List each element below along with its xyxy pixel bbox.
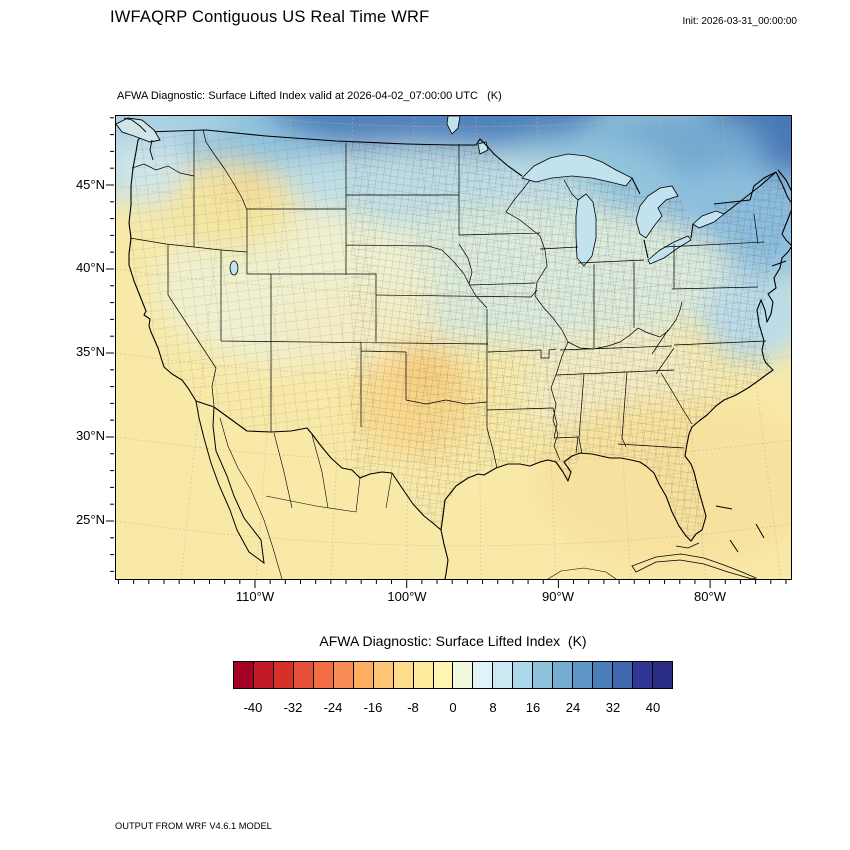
colorbar-cell xyxy=(493,662,514,688)
map-canvas xyxy=(115,115,792,580)
colorbar-cell xyxy=(413,662,434,688)
bc-coast xyxy=(123,117,154,161)
colorbar-cell xyxy=(353,662,374,688)
us-coast-border-outline xyxy=(128,131,791,579)
lat-label-35n: 35°N xyxy=(75,344,105,359)
lake-erie xyxy=(647,235,692,265)
state-boundaries xyxy=(129,129,767,469)
colorbar-tick-label: -24 xyxy=(323,700,343,715)
model-info-footer: OUTPUT FROM WRF V4.6.1 MODEL WE = 580 ; … xyxy=(115,795,481,850)
colorbar-cell xyxy=(393,662,414,688)
lat-label-25n: 25°N xyxy=(75,512,105,527)
lat-label-30n: 30°N xyxy=(75,428,105,443)
colorbar-cell xyxy=(653,662,672,688)
init-timestamp: Init: 2026-03-31_00:00:00 xyxy=(682,16,797,27)
colorbar-cell xyxy=(433,662,454,688)
colorbar-cell xyxy=(613,662,634,688)
canada-border xyxy=(145,129,791,259)
lake-huron xyxy=(635,185,679,239)
bahamas xyxy=(715,505,765,553)
colorbar-cell xyxy=(633,662,654,688)
lake-michigan xyxy=(575,193,597,267)
colorbar-cell xyxy=(313,662,334,688)
baja-california xyxy=(195,400,265,565)
colorbar-tick-label: -8 xyxy=(407,700,419,715)
colorbar-cell xyxy=(553,662,574,688)
colorbar-cell xyxy=(253,662,274,688)
colorbar-tick-label: 8 xyxy=(489,700,497,715)
colorbar-tick-labels: -40 -32 -24 -16 -8 0 8 16 24 32 40 xyxy=(233,700,673,718)
vancouver-island xyxy=(116,117,161,143)
colorbar xyxy=(233,661,673,689)
colorbar-tick-label: -16 xyxy=(363,700,383,715)
colorbar-tick-label: -40 xyxy=(243,700,263,715)
colorbar-cell xyxy=(333,662,354,688)
colorbar-cell xyxy=(533,662,554,688)
lon-label-100w: 100°W xyxy=(387,589,427,604)
islands xyxy=(631,505,765,579)
colorbar-cell xyxy=(293,662,314,688)
colorbar-tick-label: 32 xyxy=(605,700,621,715)
great-salt-lake xyxy=(229,260,239,276)
colorbar-cell xyxy=(373,662,394,688)
lifted-index-map xyxy=(116,116,791,579)
colorbar-tick-label: 16 xyxy=(525,700,541,715)
colorbar-cell xyxy=(573,662,594,688)
lat-label-40n: 40°N xyxy=(75,260,105,275)
colorbar-tick-label: -32 xyxy=(283,700,303,715)
lon-label-90w: 90°W xyxy=(542,589,574,604)
colorbar-cell xyxy=(473,662,494,688)
colorbar-tick-label: 40 xyxy=(645,700,661,715)
colorbar-cell xyxy=(513,662,534,688)
cuba xyxy=(631,553,758,579)
lon-label-80w: 80°W xyxy=(694,589,726,604)
footer-line1: OUTPUT FROM WRF V4.6.1 MODEL xyxy=(115,821,272,832)
colorbar-title: AFWA Diagnostic: Surface Lifted Index (K… xyxy=(319,633,587,649)
mexico-boundaries xyxy=(219,417,617,579)
colorbar-cell xyxy=(234,662,254,688)
map-subtitle: AFWA Diagnostic: Surface Lifted Index va… xyxy=(117,90,502,102)
colorbar-tick-label: 24 xyxy=(565,700,581,715)
lake-winnipeg xyxy=(446,116,461,135)
lat-label-45n: 45°N xyxy=(75,177,105,192)
great-lakes xyxy=(229,116,725,276)
colorbar-tick-label: 0 xyxy=(449,700,457,715)
colorbar-cell xyxy=(593,662,614,688)
colorbar-cell xyxy=(453,662,474,688)
lon-label-110w: 110°W xyxy=(235,589,275,604)
colorbar-cell xyxy=(273,662,294,688)
florida-keys xyxy=(675,542,700,549)
page-title: IWFAQRP Contiguous US Real Time WRF xyxy=(110,8,430,26)
